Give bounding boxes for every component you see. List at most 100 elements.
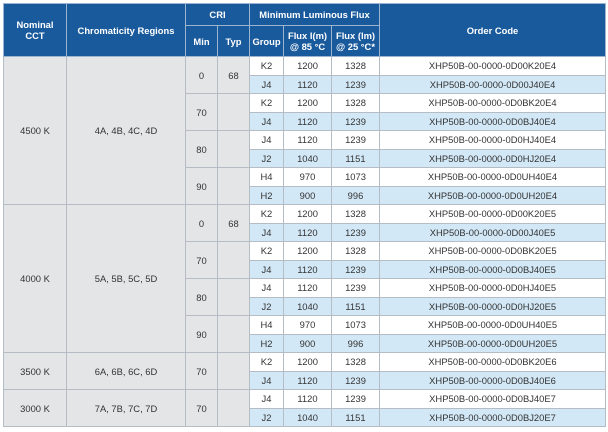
- flux-85-cell: 1200: [283, 93, 332, 113]
- group-cell: J2: [249, 296, 284, 316]
- flux-85-cell: 1120: [283, 278, 332, 298]
- order-code-cell: XHP50B-00-0000-0D0BJ40E5: [379, 259, 606, 279]
- flux-85-cell: 1120: [283, 370, 332, 390]
- flux-25-cell: 1328: [331, 93, 380, 113]
- flux-25-cell: 1328: [331, 352, 380, 372]
- cri-typ-cell: [217, 130, 250, 168]
- cri-typ-cell: 68: [217, 204, 250, 242]
- flux-25-cell: 1073: [331, 167, 380, 187]
- flux-85-cell: 1120: [283, 259, 332, 279]
- order-code-cell: XHP50B-00-0000-0D00K20E4: [379, 56, 606, 76]
- order-code-cell: XHP50B-00-0000-0D0HJ40E4: [379, 130, 606, 150]
- flux-25-cell: 1073: [331, 315, 380, 335]
- order-code-cell: XHP50B-00-0000-0D0HJ20E4: [379, 148, 606, 168]
- cct-cell: 4500 K: [3, 56, 67, 205]
- flux-25-cell: 1151: [331, 407, 380, 427]
- group-cell: K2: [249, 93, 284, 113]
- table-row: J4 1120 1239 XHP50B-00-0000-0D0BJ40E6: [4, 370, 606, 390]
- flux-85-cell: 1120: [283, 111, 332, 131]
- cri-min-cell: 80: [185, 130, 218, 168]
- flux-85-cell: 1200: [283, 241, 332, 261]
- order-code-cell: XHP50B-00-0000-0D0BK20E5: [379, 241, 606, 261]
- flux-25-cell: 1239: [331, 111, 380, 131]
- flux-25-cell: 1328: [331, 204, 380, 224]
- group-cell: J4: [249, 389, 284, 409]
- cri-typ-cell: [217, 278, 250, 316]
- header-cri: CRI: [185, 3, 250, 26]
- group-cell: J4: [249, 278, 284, 298]
- header-cri-min: Min: [185, 25, 218, 57]
- order-code-cell: XHP50B-00-0000-0D0UH20E4: [379, 185, 606, 205]
- order-code-cell: XHP50B-00-0000-0D0BJ20E7: [379, 407, 606, 427]
- order-code-cell: XHP50B-00-0000-0D0BJ40E7: [379, 389, 606, 409]
- cri-min-cell: 0: [185, 56, 218, 94]
- flux-85-cell: 1120: [283, 389, 332, 409]
- table-row: 90 H4 970 1073 XHP50B-00-0000-0D0UH40E4: [4, 167, 606, 205]
- group-cell: J4: [249, 222, 284, 242]
- group-cell: J4: [249, 370, 284, 390]
- order-code-cell: XHP50B-00-0000-0D0BJ40E4: [379, 111, 606, 131]
- header-chromaticity-regions: Chromaticity Regions: [66, 3, 186, 57]
- flux-85-cell: 1200: [283, 352, 332, 372]
- order-code-cell: XHP50B-00-0000-0D0BK20E4: [379, 93, 606, 113]
- flux-25-cell: 1328: [331, 56, 380, 76]
- cct-cell: 3500 K: [3, 352, 67, 390]
- flux-25-cell: 996: [331, 333, 380, 353]
- header-cri-typ: Typ: [217, 25, 250, 57]
- chromaticity-cell: 4A, 4B, 4C, 4D: [66, 56, 186, 205]
- order-code-cell: XHP50B-00-0000-0D0UH20E5: [379, 333, 606, 353]
- flux-85-cell: 1200: [283, 204, 332, 224]
- cri-min-cell: 80: [185, 278, 218, 316]
- flux-25-cell: 1239: [331, 370, 380, 390]
- order-code-cell: XHP50B-00-0000-0D00K20E5: [379, 204, 606, 224]
- table-row: 4500 K 4A, 4B, 4C, 4D 0 68 K2 1200 1328 XHP50B-…: [3, 56, 606, 205]
- flux-85-cell: 970: [283, 315, 332, 335]
- chromaticity-cell: 7A, 7B, 7C, 7D: [66, 389, 186, 427]
- table-row: 80 J4 1120 1239 XHP50B-00-0000-0D0HJ40E4: [4, 130, 606, 168]
- table-row: 80 J4 1120 1239 XHP50B-00-0000-0D0HJ40E5: [4, 278, 606, 316]
- cri-min-cell: 0: [185, 204, 218, 242]
- header-order-code: Order Code: [379, 3, 606, 57]
- group-cell: K2: [249, 241, 284, 261]
- group-cell: H4: [249, 315, 284, 335]
- header-flux-25: Flux (lm) @ 25 °C*: [331, 25, 380, 57]
- cri-min-cell: 90: [185, 167, 218, 205]
- flux-85-cell: 1120: [283, 74, 332, 94]
- chromaticity-cell: 6A, 6B, 6C, 6D: [66, 352, 186, 390]
- header-flux-85: Flux I(m) @ 85 °C: [283, 25, 332, 57]
- table-row: J4 1120 1239 XHP50B-00-0000-0D0BJ40E5: [4, 259, 606, 279]
- group-cell: J2: [249, 407, 284, 427]
- flux-25-cell: 1328: [331, 241, 380, 261]
- flux-85-cell: 1200: [283, 56, 332, 76]
- flux-85-cell: 1040: [283, 148, 332, 168]
- group-cell: J2: [249, 148, 284, 168]
- order-code-cell: XHP50B-00-0000-0D0UH40E4: [379, 167, 606, 187]
- group-cell: J4: [249, 74, 284, 94]
- table-row: J4 1120 1239 XHP50B-00-0000-0D00J40E5: [4, 222, 606, 242]
- cri-typ-cell: [217, 315, 250, 353]
- order-code-cell: XHP50B-00-0000-0D0UH40E5: [379, 315, 606, 335]
- table-body: 4500 K 4A, 4B, 4C, 4D 0 68 K2 1200 1328 XHP50B-…: [3, 56, 606, 427]
- group-cell: K2: [249, 56, 284, 76]
- order-code-cell: XHP50B-00-0000-0D0HJ40E5: [379, 278, 606, 298]
- group-cell: J4: [249, 130, 284, 150]
- order-code-cell: XHP50B-00-0000-0D0BK20E6: [379, 352, 606, 372]
- group-cell: H2: [249, 185, 284, 205]
- header-min-luminous-flux: Minimum Luminous Flux: [249, 3, 380, 26]
- table-row: 70 K2 1200 1328 XHP50B-00-0000-0D0BK20E5: [4, 241, 606, 279]
- order-code-cell: XHP50B-00-0000-0D00J40E5: [379, 222, 606, 242]
- cri-typ-cell: [217, 93, 250, 131]
- flux-25-cell: 1239: [331, 130, 380, 150]
- cri-min-cell: 70: [185, 241, 218, 279]
- flux-25-cell: 996: [331, 185, 380, 205]
- table-row: H2 900 996 XHP50B-00-0000-0D0UH20E4: [4, 185, 606, 205]
- flux-85-cell: 970: [283, 167, 332, 187]
- flux-25-cell: 1239: [331, 74, 380, 94]
- flux-85-cell: 900: [283, 185, 332, 205]
- flux-85-cell: 1040: [283, 296, 332, 316]
- order-code-cell: XHP50B-00-0000-0D0BJ40E6: [379, 370, 606, 390]
- flux-85-cell: 1040: [283, 407, 332, 427]
- cri-typ-cell: 68: [217, 56, 250, 94]
- chromaticity-cell: 5A, 5B, 5C, 5D: [66, 204, 186, 353]
- order-code-cell: XHP50B-00-0000-0D00J40E4: [379, 74, 606, 94]
